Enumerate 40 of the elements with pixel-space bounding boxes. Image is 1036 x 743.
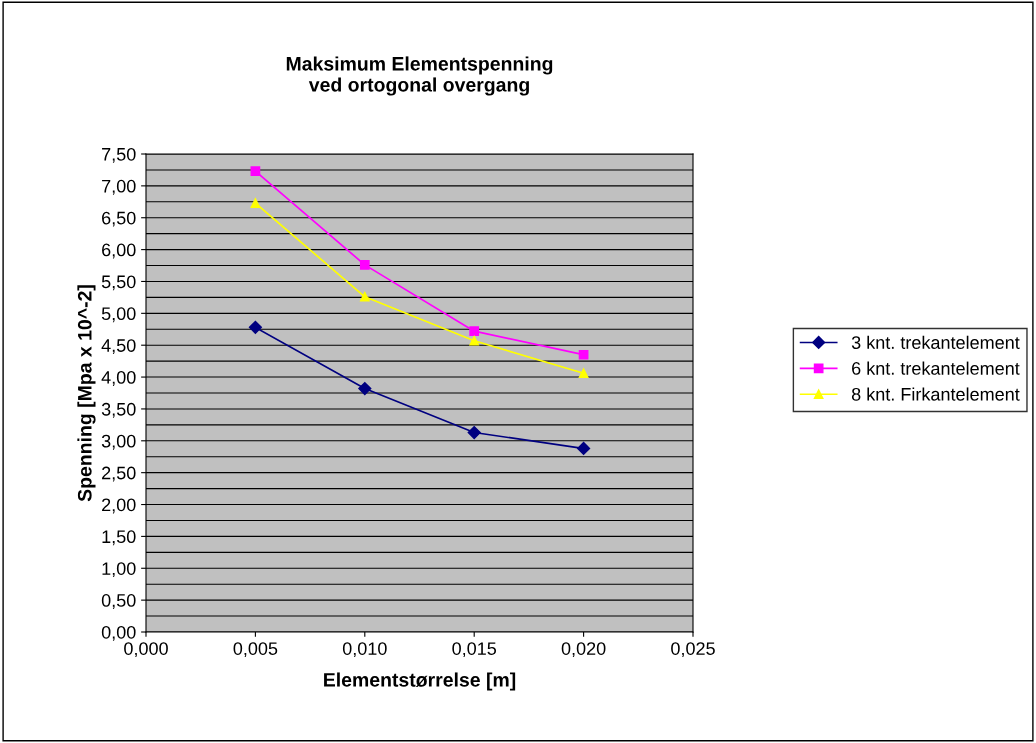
x-tick-label: 0,015 (452, 642, 497, 658)
y-tick-label: 4,50 (101, 339, 136, 355)
x-tick-label: 0,005 (233, 642, 278, 658)
y-tick-label: 3,50 (101, 402, 136, 418)
y-tick-label: 0,50 (101, 594, 136, 609)
legend-label: 6 knt. trekantelement (852, 361, 1020, 375)
y-tick-label: 6,00 (102, 243, 136, 259)
point (248, 320, 262, 334)
y-axis-title: Spenning [Mpa x 10^-2] (77, 285, 96, 502)
x-tick-label: 0,020 (561, 642, 606, 658)
y-tick-label: 1,00 (102, 562, 136, 578)
chart-title: Maksimum Elementspenning ved ortogonal overgang (286, 56, 553, 96)
y-tick-label: 1,50 (102, 530, 136, 546)
y-tick-label: 2,50 (102, 466, 136, 482)
y-tick-label: 4,00 (101, 371, 136, 386)
legend-label: 8 knt. Firkantelement (851, 387, 1020, 401)
point (358, 381, 372, 396)
point (359, 260, 370, 270)
y-tick-label: 7,00 (102, 179, 136, 195)
x-tick-label: 0,010 (342, 642, 387, 658)
y-tick-label: 7,50 (102, 147, 136, 163)
y-tick-label: 5,50 (101, 275, 136, 291)
point (250, 198, 261, 208)
point (359, 291, 370, 302)
y-tick-label: 5,00 (101, 307, 136, 323)
y-tick-label: 6,50 (102, 211, 136, 227)
x-axis-title: Elementstørrelse [m] (324, 672, 516, 691)
y-tick-label: 3,00 (101, 434, 136, 450)
y-tick-label: 0,00 (101, 625, 136, 641)
legend-label: 3 knt. trekantelement (851, 335, 1020, 349)
point (469, 326, 480, 337)
point (577, 441, 591, 456)
x-tick-label: 0,000 (124, 642, 168, 658)
point (467, 425, 481, 440)
point (250, 166, 261, 177)
y-tick-label: 2,00 (102, 498, 136, 514)
point (578, 349, 589, 360)
point (469, 335, 480, 346)
point (578, 368, 589, 379)
x-tick-label: 0,025 (671, 642, 715, 658)
